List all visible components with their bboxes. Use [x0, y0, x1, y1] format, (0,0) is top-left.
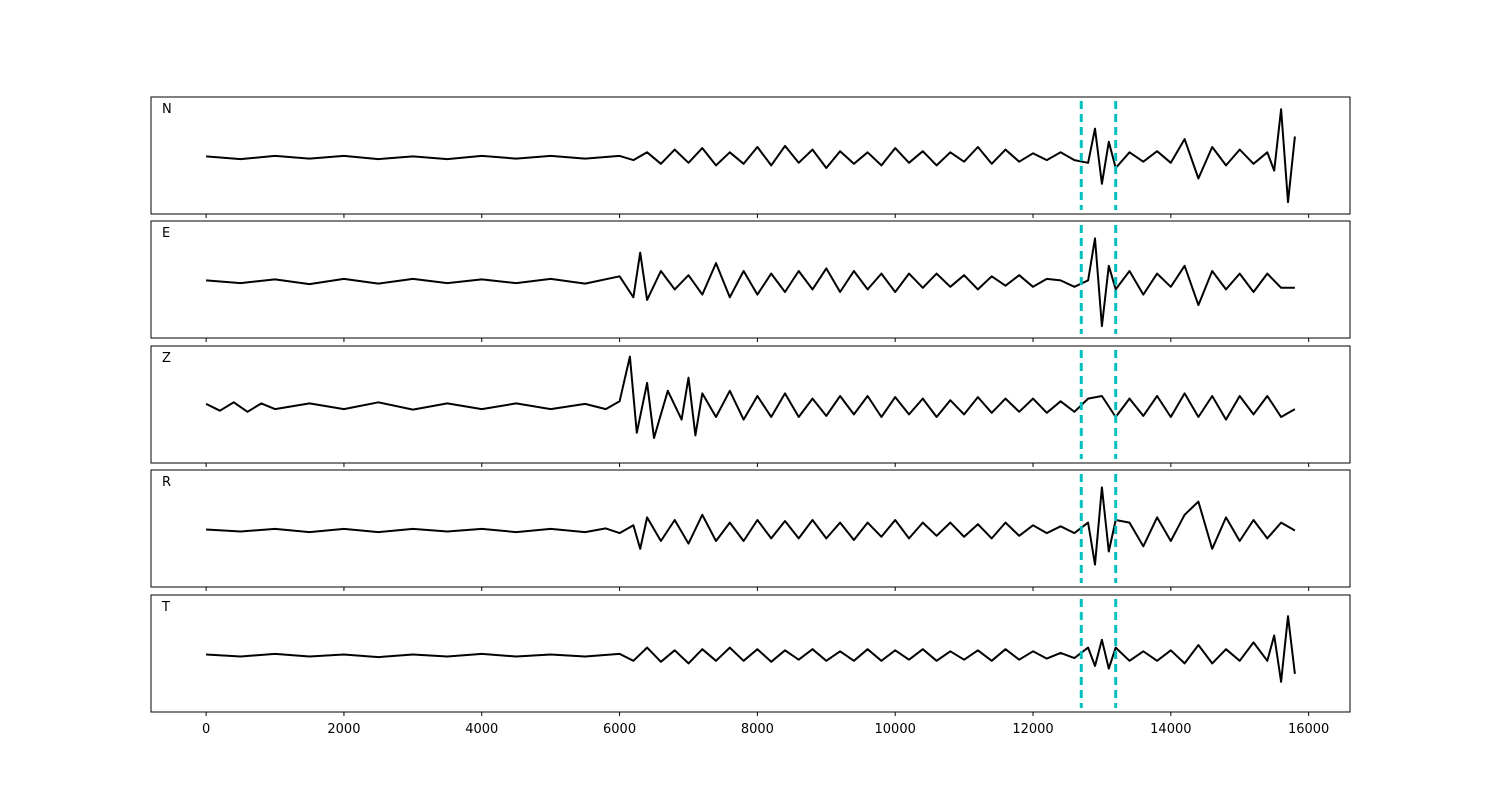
x-tick-label: 16000	[1288, 722, 1329, 737]
x-tick-label: 6000	[603, 722, 636, 737]
panel-r: R	[150, 469, 1351, 591]
panel-n: N	[150, 96, 1351, 218]
panel-frame-r	[150, 469, 1351, 588]
trace-panels: N E Z R T	[150, 96, 1351, 716]
panel-label-e: E	[162, 226, 170, 241]
x-tick-label: 12000	[1012, 722, 1053, 737]
panel-label-t: T	[161, 600, 170, 615]
x-tick-label: 10000	[875, 722, 916, 737]
panel-frame-t	[150, 594, 1351, 713]
x-tick-label: 4000	[465, 722, 498, 737]
panel-frame-e	[150, 220, 1351, 339]
panel-frame-z	[150, 345, 1351, 464]
panel-label-z: Z	[162, 351, 171, 366]
panel-t: T	[150, 594, 1351, 716]
x-tick-label: 0	[202, 722, 210, 737]
x-axis: 0 2000 4000 6000 8000 10000 12000 14000 16000	[202, 722, 1329, 737]
trace-line-t	[206, 615, 1296, 683]
x-tick-label: 14000	[1150, 722, 1191, 737]
trace-line-e	[206, 237, 1295, 328]
panel-e: E	[150, 220, 1351, 342]
panel-label-n: N	[162, 102, 172, 117]
trace-line-z	[205, 355, 1296, 439]
panel-frame-n	[150, 96, 1351, 215]
panel-label-r: R	[162, 475, 171, 490]
x-tick-label: 8000	[741, 722, 774, 737]
panel-z: Z	[150, 345, 1351, 467]
trace-line-n	[206, 108, 1296, 204]
trace-line-r	[206, 486, 1296, 566]
x-tick-label: 2000	[327, 722, 360, 737]
